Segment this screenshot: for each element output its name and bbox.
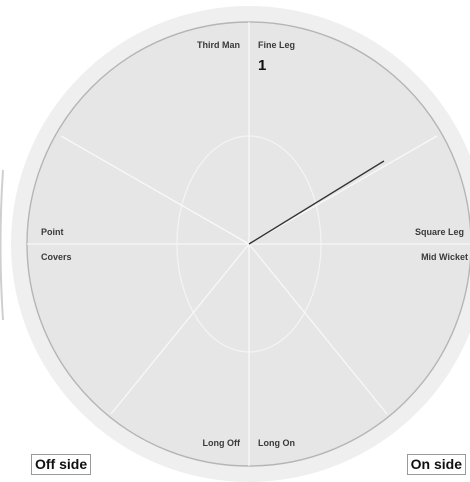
divider-lower-left — [110, 243, 250, 415]
zone-label-long-on: Long On — [258, 438, 295, 448]
shot-line — [248, 160, 385, 245]
divider-upper-right — [248, 135, 438, 245]
divider-lower-right — [248, 243, 388, 415]
zone-runs-fine-leg: 1 — [258, 57, 266, 74]
divider-upper-left — [60, 135, 250, 245]
off-side-label: Off side — [31, 454, 92, 475]
zone-label-long-off: Long Off — [203, 438, 241, 448]
left-edge-arc — [0, 169, 4, 321]
zone-label-fine-leg: Fine Leg — [258, 40, 295, 50]
on-side-label: On side — [406, 454, 466, 475]
zone-label-point: Point — [41, 227, 64, 237]
zone-label-mid-wicket: Mid Wicket — [421, 252, 468, 262]
zone-label-third-man: Third Man — [197, 40, 240, 50]
zone-label-square-leg: Square Leg — [415, 227, 464, 237]
zone-label-covers: Covers — [41, 252, 72, 262]
